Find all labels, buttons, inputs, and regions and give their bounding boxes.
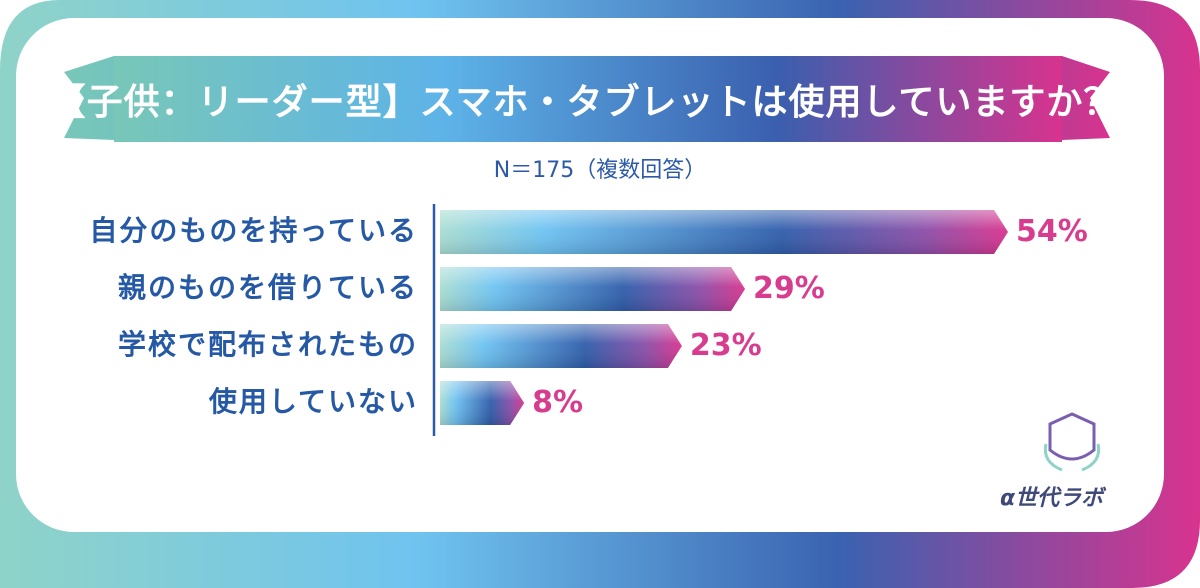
bar-shade-3 (440, 381, 525, 425)
value-label: 8% (532, 385, 584, 420)
brand-name: α世代ラボ (1000, 486, 1104, 511)
value-label: 54% (1016, 214, 1088, 249)
category-label: 親のものを借りている (117, 271, 418, 304)
chart-subtitle: N＝175（複数回答） (493, 158, 707, 183)
bar-shade-1 (440, 267, 746, 311)
chart-title: 【子供：リーダー型】スマホ・タブレットは使用していますか？ (49, 82, 1121, 123)
title-banner (114, 56, 1062, 142)
category-label: 使用していない (208, 385, 418, 418)
bar-shade-2 (440, 324, 682, 368)
bar-shade-0 (440, 210, 1008, 254)
bars-group (440, 210, 1008, 425)
value-label: 29% (753, 271, 825, 306)
value-label: 23% (689, 328, 762, 363)
category-label: 学校で配布されたもの (117, 328, 418, 361)
alpha-shield-logo (1043, 412, 1101, 472)
category-label: 自分のものを持っている (89, 214, 418, 247)
